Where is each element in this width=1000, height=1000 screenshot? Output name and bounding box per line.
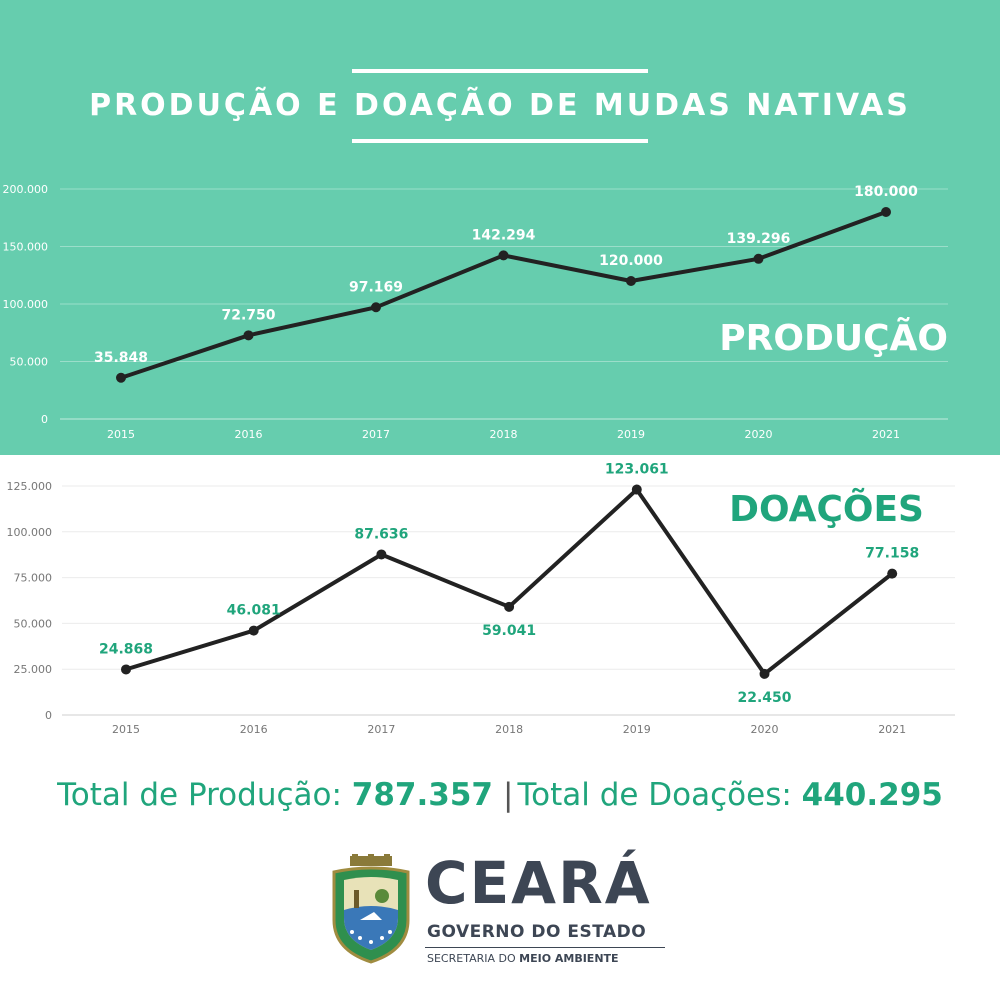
data-point — [881, 207, 891, 217]
data-point — [887, 568, 898, 579]
total-production-value: 787.357 — [351, 777, 493, 813]
data-point — [626, 276, 636, 286]
y-tick-label: 0 — [45, 709, 52, 722]
x-tick-label: 2020 — [745, 428, 773, 441]
data-label: 22.450 — [737, 690, 791, 706]
x-tick-label: 2019 — [623, 723, 651, 736]
data-point — [371, 302, 381, 313]
data-label: 142.294 — [472, 227, 536, 243]
chart-title: DOAÇÕES — [729, 488, 924, 530]
y-tick-label: 50.000 — [14, 617, 53, 630]
data-point — [498, 250, 509, 261]
data-label: 59.041 — [482, 623, 536, 639]
totals-line: Total de Produção: 787.357 | Total de Doaç… — [0, 777, 1000, 813]
x-tick-label: 2016 — [240, 723, 268, 736]
x-tick-label: 2016 — [235, 428, 263, 441]
y-tick-label: 100.000 — [3, 298, 49, 311]
donations-chart: 0 25.000 50.000 75.000 100.000 125.000 2015 201… — [7, 462, 955, 736]
x-tick-label: 2017 — [362, 428, 390, 441]
data-point — [248, 625, 259, 636]
y-tick-label: 125.000 — [7, 480, 53, 493]
data-label: 24.868 — [99, 641, 153, 657]
data-point — [116, 372, 126, 383]
department-prefix: SECRETARIA DO — [427, 952, 520, 965]
production-panel — [0, 0, 1000, 455]
x-tick-label: 2020 — [751, 723, 779, 736]
data-label: 72.750 — [221, 307, 275, 323]
y-tick-label: 75.000 — [14, 572, 53, 585]
chart-title: PRODUÇÃO — [719, 317, 948, 359]
y-tick-label: 100.000 — [7, 526, 53, 539]
y-tick-label: 50.000 — [10, 356, 49, 369]
x-tick-label: 2017 — [367, 723, 395, 736]
department-highlight: MEIO AMBIENTE — [519, 952, 619, 965]
production-chart: 0 50.000 100.000 150.000 200.000 2015 2016 2017… — [3, 183, 948, 441]
total-donations-label: Total de Doações: — [517, 777, 802, 813]
x-tick-label: 2021 — [872, 428, 900, 441]
data-point — [243, 330, 254, 341]
data-point — [759, 668, 770, 679]
total-donations-value: 440.295 — [801, 777, 943, 813]
data-label: 87.636 — [354, 526, 408, 542]
data-label: 46.081 — [227, 603, 281, 619]
data-label: 77.158 — [865, 546, 919, 562]
data-point — [121, 664, 131, 675]
x-tick-label: 2018 — [490, 428, 518, 441]
data-label: 139.296 — [727, 231, 791, 247]
total-production-label: Total de Produção: — [57, 777, 352, 813]
data-point — [631, 484, 642, 495]
data-point — [753, 253, 764, 264]
page-title: PRODUÇÃO E DOAÇÃO DE MUDAS NATIVAS — [89, 88, 911, 123]
data-label: 35.848 — [94, 350, 148, 366]
brand-divider — [425, 947, 665, 948]
data-label: 120.000 — [599, 253, 663, 269]
x-tick-label: 2018 — [495, 723, 523, 736]
x-tick-label: 2019 — [617, 428, 645, 441]
brand-subtitle: GOVERNO DO ESTADO — [427, 922, 647, 942]
data-label: 97.169 — [349, 279, 403, 295]
data-point — [504, 601, 515, 612]
title-rule-bottom — [352, 139, 648, 143]
y-tick-label: 0 — [41, 413, 48, 426]
data-point — [376, 549, 387, 560]
department-name: SECRETARIA DO MEIO AMBIENTE — [427, 952, 619, 965]
y-tick-label: 150.000 — [3, 241, 49, 254]
coat-of-arms-icon — [332, 854, 410, 964]
y-tick-label: 25.000 — [14, 663, 53, 676]
totals-separator: | — [502, 777, 514, 813]
title-rule-top — [352, 69, 648, 73]
government-logo: CEARÁ GOVERNO DO ESTADO SECRETARIA DO ME… — [325, 850, 675, 970]
y-tick-label: 200.000 — [3, 183, 49, 196]
data-label: 123.061 — [605, 462, 669, 478]
data-label: 180.000 — [854, 184, 918, 200]
brand-name: CEARÁ — [425, 849, 652, 917]
x-tick-label: 2015 — [107, 428, 135, 441]
x-tick-label: 2015 — [112, 723, 140, 736]
x-tick-label: 2021 — [878, 723, 906, 736]
